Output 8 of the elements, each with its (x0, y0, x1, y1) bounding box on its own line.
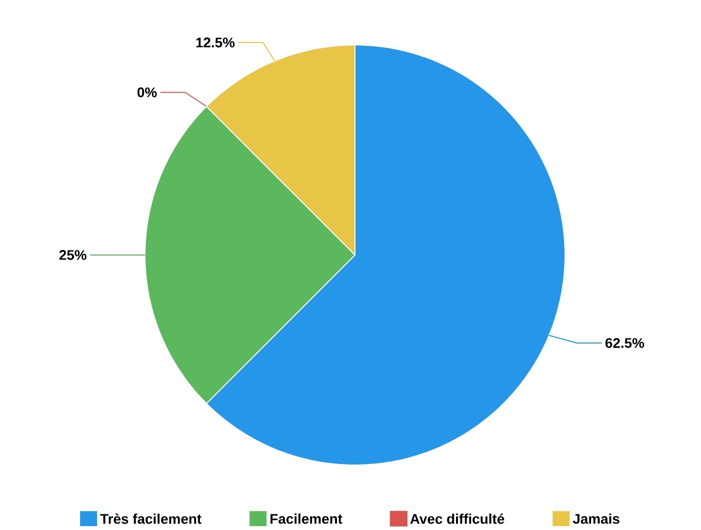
legend-label: Jamais (572, 514, 620, 524)
data-label: 25% (59, 250, 86, 260)
legend-label: Très facilement (100, 513, 202, 524)
data-label: 62.5% (605, 338, 644, 348)
legend-label: Avec difficulté (410, 513, 504, 524)
text: 0% (137, 87, 157, 98)
data-label: 12.5% (196, 38, 235, 48)
legend-label: Facilement (270, 514, 342, 524)
